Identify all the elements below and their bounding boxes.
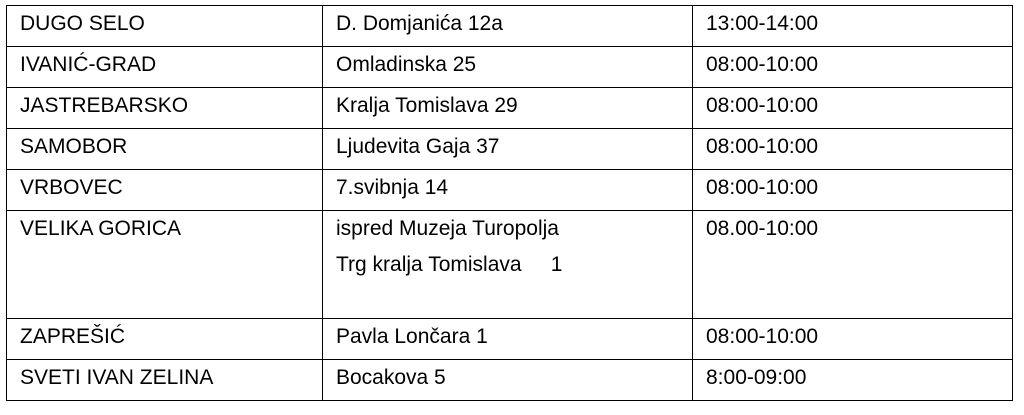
town-cell: VELIKA GORICA: [6, 210, 323, 319]
address-cell: Kralja Tomislava 29: [322, 87, 693, 129]
town-cell: IVANIĆ-GRAD: [6, 46, 323, 88]
hours-cell: 08:00-10:00: [692, 87, 1013, 129]
hours-cell: 08:00-10:00: [692, 128, 1013, 170]
address-cell: 7.svibnja 14: [322, 169, 693, 211]
table-body: DUGO SELO D. Domjanića 12a 13:00-14:00 IVAN…: [6, 5, 1013, 401]
hours-cell: 08.00-10:00: [692, 210, 1013, 319]
table-row: SAMOBOR Ljudevita Gaja 37 08:00-10:00: [6, 128, 1013, 170]
address-cell: Pavla Lončara 1: [322, 318, 693, 360]
table-row: VRBOVEC 7.svibnja 14 08:00-10:00: [6, 169, 1013, 211]
address-cell: D. Domjanića 12a: [322, 5, 693, 47]
hours-cell: 08:00-10:00: [692, 46, 1013, 88]
table-row: JASTREBARSKO Kralja Tomislava 29 08:00-10:…: [6, 87, 1013, 129]
town-cell: SAMOBOR: [6, 128, 323, 170]
table-row: SVETI IVAN ZELINA Bocakova 5 8:00-09:00: [6, 359, 1013, 401]
schedule-table: DUGO SELO D. Domjanića 12a 13:00-14:00 IVAN…: [6, 5, 1013, 401]
address-cell: Bocakova 5: [322, 359, 693, 401]
hours-cell: 8:00-09:00: [692, 359, 1013, 401]
town-cell: DUGO SELO: [6, 5, 323, 47]
table-row: IVANIĆ-GRAD Omladinska 25 08:00-10:00: [6, 46, 1013, 88]
hours-cell: 08:00-10:00: [692, 169, 1013, 211]
hours-cell: 08:00-10:00: [692, 318, 1013, 360]
town-cell: SVETI IVAN ZELINA: [6, 359, 323, 401]
table-row: ZAPREŠIĆ Pavla Lončara 1 08:00-10:00: [6, 318, 1013, 360]
town-cell: ZAPREŠIĆ: [6, 318, 323, 360]
address-cell: Ljudevita Gaja 37: [322, 128, 693, 170]
address-cell: Omladinska 25: [322, 46, 693, 88]
cell-line: Trg kralja Tomislava 1: [336, 253, 563, 276]
town-cell: VRBOVEC: [6, 169, 323, 211]
town-cell: JASTREBARSKO: [6, 87, 323, 129]
hours-cell: 13:00-14:00: [692, 5, 1013, 47]
table-row: DUGO SELO D. Domjanića 12a 13:00-14:00: [6, 5, 1013, 47]
cell-line: ispred Muzeja Turopolja: [336, 217, 559, 240]
table-row: VELIKA GORICA ispred Muzeja Turopolja Trg …: [6, 210, 1013, 319]
address-cell: ispred Muzeja Turopolja Trg kralja Tomisl…: [322, 210, 693, 319]
